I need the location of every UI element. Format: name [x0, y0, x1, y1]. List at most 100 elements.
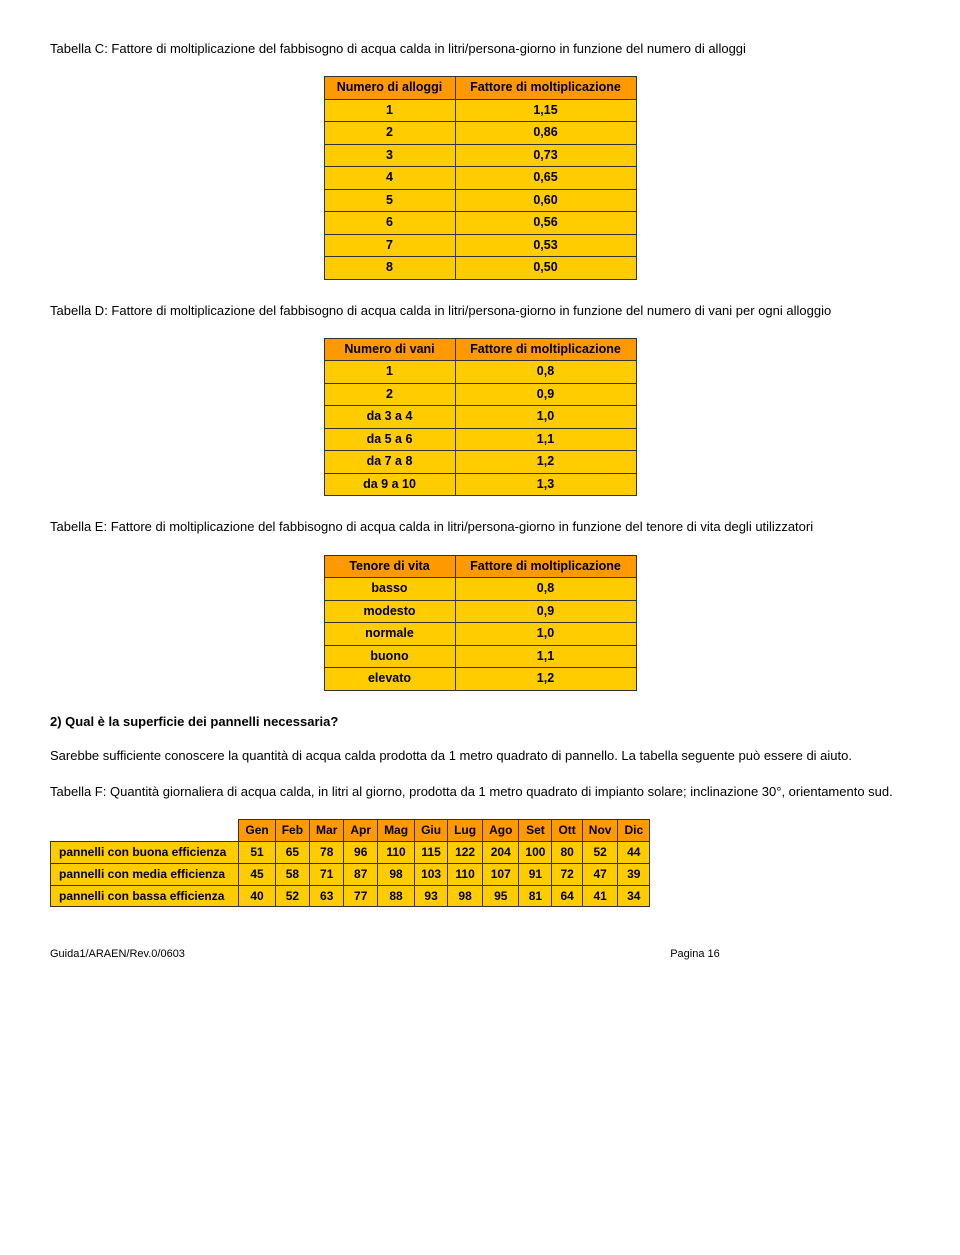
- table-row: basso0,8: [324, 578, 636, 601]
- table-row: da 5 a 61,1: [324, 428, 636, 451]
- tabf-cell: 51: [239, 841, 275, 863]
- tabf-month-header: Set: [519, 820, 552, 842]
- cell-value: 0,50: [455, 257, 636, 280]
- cell-value: 1,2: [455, 668, 636, 691]
- tabf-row-label: pannelli con media efficienza: [51, 863, 239, 885]
- table-row: da 3 a 41,0: [324, 406, 636, 429]
- cell-value: 0,8: [455, 361, 636, 384]
- cell-value: 0,9: [455, 600, 636, 623]
- table-row: 20,9: [324, 383, 636, 406]
- tabella-e: Tenore di vita Fattore di moltiplicazion…: [324, 555, 637, 691]
- tabf-cell: 81: [519, 885, 552, 907]
- tabella-c-title: Tabella C: Fattore di moltiplicazione de…: [50, 40, 910, 58]
- tabf-month-header: Mar: [310, 820, 344, 842]
- table-row: pannelli con bassa efficienza40526377889…: [51, 885, 650, 907]
- tabf-cell: 71: [310, 863, 344, 885]
- cell-key: da 5 a 6: [324, 428, 455, 451]
- tabella-d-wrap: Numero di vani Fattore di moltiplicazion…: [50, 338, 910, 497]
- table-row: da 7 a 81,2: [324, 451, 636, 474]
- tabf-cell: 65: [275, 841, 309, 863]
- table-row: 11,15: [324, 99, 636, 122]
- tabf-month-header: Dic: [618, 820, 650, 842]
- tabd-col2-header: Fattore di moltiplicazione: [455, 338, 636, 361]
- tabf-month-header: Mag: [378, 820, 415, 842]
- tabf-cell: 95: [483, 885, 519, 907]
- cell-key: basso: [324, 578, 455, 601]
- cell-key: elevato: [324, 668, 455, 691]
- table-row: 80,50: [324, 257, 636, 280]
- cell-key: modesto: [324, 600, 455, 623]
- cell-key: da 9 a 10: [324, 473, 455, 496]
- tabf-row-label: pannelli con bassa efficienza: [51, 885, 239, 907]
- cell-key: 1: [324, 361, 455, 384]
- cell-key: 3: [324, 144, 455, 167]
- tabf-cell: 78: [310, 841, 344, 863]
- cell-key: 2: [324, 383, 455, 406]
- tabe-col2-header: Fattore di moltiplicazione: [455, 555, 636, 578]
- cell-value: 0,65: [455, 167, 636, 190]
- table-row: da 9 a 101,3: [324, 473, 636, 496]
- cell-key: 5: [324, 189, 455, 212]
- tabf-cell: 98: [378, 863, 415, 885]
- table-row: buono1,1: [324, 645, 636, 668]
- cell-key: da 3 a 4: [324, 406, 455, 429]
- table-row: 20,86: [324, 122, 636, 145]
- cell-key: 7: [324, 234, 455, 257]
- cell-key: da 7 a 8: [324, 451, 455, 474]
- table-row: elevato1,2: [324, 668, 636, 691]
- cell-key: 2: [324, 122, 455, 145]
- tabf-cell: 93: [415, 885, 448, 907]
- tabella-c: Numero di alloggi Fattore di moltiplicaz…: [324, 76, 637, 280]
- tabf-month-header: Ago: [483, 820, 519, 842]
- tabf-month-header: Feb: [275, 820, 309, 842]
- tabf-cell: 44: [618, 841, 650, 863]
- table-row: 40,65: [324, 167, 636, 190]
- cell-value: 1,0: [455, 406, 636, 429]
- tabf-cell: 34: [618, 885, 650, 907]
- tabella-e-title: Tabella E: Fattore di moltiplicazione de…: [50, 518, 910, 536]
- para-after-question: Sarebbe sufficiente conoscere la quantit…: [50, 747, 910, 765]
- cell-key: 8: [324, 257, 455, 280]
- tabf-cell: 88: [378, 885, 415, 907]
- tabf-cell: 107: [483, 863, 519, 885]
- tabella-d-title: Tabella D: Fattore di moltiplicazione de…: [50, 302, 910, 320]
- tabf-cell: 39: [618, 863, 650, 885]
- cell-value: 0,60: [455, 189, 636, 212]
- tabf-cell: 122: [448, 841, 483, 863]
- tabf-cell: 52: [582, 841, 618, 863]
- cell-value: 1,1: [455, 645, 636, 668]
- tabf-cell: 91: [519, 863, 552, 885]
- cell-key: 6: [324, 212, 455, 235]
- tabella-f-title: Tabella F: Quantità giornaliera di acqua…: [50, 783, 910, 801]
- tabf-row-label: pannelli con buona efficienza: [51, 841, 239, 863]
- tabf-cell: 77: [344, 885, 378, 907]
- tabf-cell: 87: [344, 863, 378, 885]
- tabf-cell: 41: [582, 885, 618, 907]
- cell-value: 0,8: [455, 578, 636, 601]
- tabf-cell: 110: [448, 863, 483, 885]
- tabf-cell: 103: [415, 863, 448, 885]
- table-row: 10,8: [324, 361, 636, 384]
- tabella-c-wrap: Numero di alloggi Fattore di moltiplicaz…: [50, 76, 910, 280]
- footer-right: Pagina 16: [480, 947, 910, 962]
- cell-value: 0,53: [455, 234, 636, 257]
- cell-key: 4: [324, 167, 455, 190]
- tabella-f-wrap: GenFebMarAprMagGiuLugAgoSetOttNovDic pan…: [50, 819, 910, 907]
- table-row: 50,60: [324, 189, 636, 212]
- tabf-cell: 52: [275, 885, 309, 907]
- tabf-cell: 80: [552, 841, 582, 863]
- table-row: normale1,0: [324, 623, 636, 646]
- tabella-e-wrap: Tenore di vita Fattore di moltiplicazion…: [50, 555, 910, 691]
- question-2-heading: 2) Qual è la superficie dei pannelli nec…: [50, 713, 910, 731]
- table-row: 60,56: [324, 212, 636, 235]
- cell-value: 0,9: [455, 383, 636, 406]
- cell-key: 1: [324, 99, 455, 122]
- page-footer: Guida1/ARAEN/Rev.0/0603 Pagina 16: [50, 947, 910, 962]
- tabf-cell: 47: [582, 863, 618, 885]
- tabf-month-header: Lug: [448, 820, 483, 842]
- cell-value: 1,15: [455, 99, 636, 122]
- cell-value: 1,3: [455, 473, 636, 496]
- tabe-col1-header: Tenore di vita: [324, 555, 455, 578]
- tabf-cell: 204: [483, 841, 519, 863]
- cell-value: 1,1: [455, 428, 636, 451]
